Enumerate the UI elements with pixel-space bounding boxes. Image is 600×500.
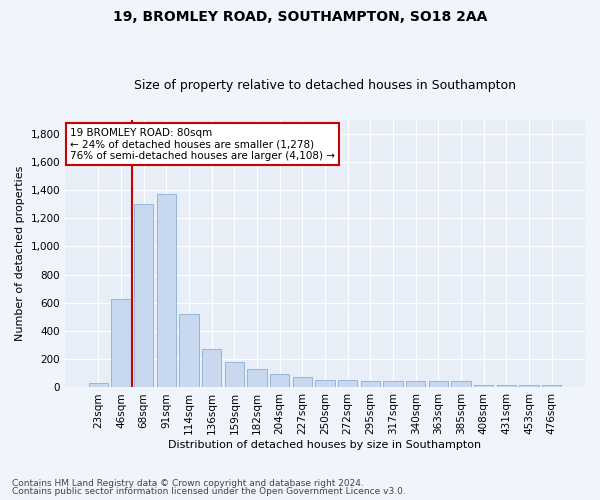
Y-axis label: Number of detached properties: Number of detached properties <box>15 166 25 341</box>
Text: 19, BROMLEY ROAD, SOUTHAMPTON, SO18 2AA: 19, BROMLEY ROAD, SOUTHAMPTON, SO18 2AA <box>113 10 487 24</box>
Bar <box>316 380 335 388</box>
Bar <box>247 369 266 388</box>
Bar <box>429 381 448 388</box>
Bar <box>542 384 562 388</box>
Bar <box>406 381 425 388</box>
Bar <box>338 380 358 388</box>
Bar <box>112 298 131 388</box>
Bar <box>497 384 516 388</box>
Text: Contains HM Land Registry data © Crown copyright and database right 2024.: Contains HM Land Registry data © Crown c… <box>12 478 364 488</box>
Bar <box>520 384 539 388</box>
Bar <box>361 380 380 388</box>
Bar <box>179 314 199 388</box>
Bar <box>270 374 289 388</box>
Bar <box>157 194 176 388</box>
Bar <box>89 382 108 388</box>
X-axis label: Distribution of detached houses by size in Southampton: Distribution of detached houses by size … <box>169 440 482 450</box>
Title: Size of property relative to detached houses in Southampton: Size of property relative to detached ho… <box>134 79 516 92</box>
Text: Contains public sector information licensed under the Open Government Licence v3: Contains public sector information licen… <box>12 487 406 496</box>
Bar <box>202 350 221 388</box>
Text: 19 BROMLEY ROAD: 80sqm
← 24% of detached houses are smaller (1,278)
76% of semi-: 19 BROMLEY ROAD: 80sqm ← 24% of detached… <box>70 128 335 161</box>
Bar <box>451 381 470 388</box>
Bar <box>293 377 312 388</box>
Bar <box>134 204 153 388</box>
Bar <box>383 380 403 388</box>
Bar <box>225 362 244 388</box>
Bar <box>474 384 493 388</box>
